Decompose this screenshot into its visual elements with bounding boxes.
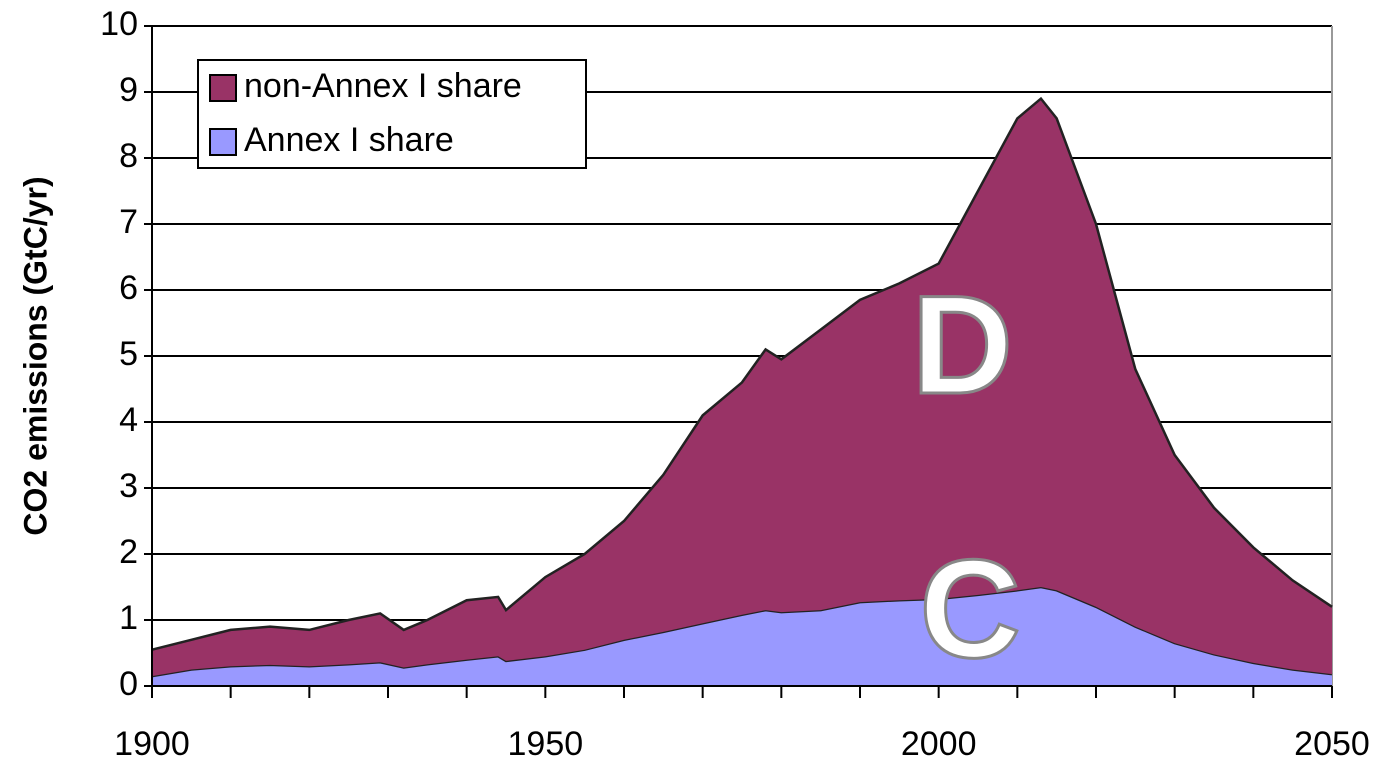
- y-tick-label: 4: [119, 401, 138, 439]
- area: [152, 587, 1332, 686]
- legend-swatch: [209, 128, 237, 156]
- y-tick-label: 9: [119, 71, 138, 109]
- x-tick-label: 1900: [114, 725, 190, 763]
- y-tick-label: 6: [119, 269, 138, 307]
- annotation: C: [920, 530, 1021, 687]
- legend-label: non-Annex I share: [244, 67, 522, 105]
- legend-swatch: [209, 74, 237, 102]
- y-tick-label: 8: [119, 137, 138, 175]
- area: [152, 98, 1332, 677]
- x-tick-label: 2000: [901, 725, 977, 763]
- y-tick-label: 2: [119, 533, 138, 571]
- y-axis-label: CO2 emissions (GtC/yr): [17, 176, 53, 535]
- y-tick-label: 10: [100, 5, 138, 43]
- legend-box: [197, 59, 587, 169]
- area-outline: [151, 96, 1333, 651]
- y-tick-label: 0: [119, 665, 138, 703]
- x-tick-label: 2050: [1294, 725, 1370, 763]
- y-tick-label: 3: [119, 467, 138, 505]
- y-tick-label: 7: [119, 203, 138, 241]
- y-tick-label: 1: [119, 599, 138, 637]
- y-tick-label: 5: [119, 335, 138, 373]
- legend-label: Annex I share: [244, 121, 454, 159]
- annotation: D: [912, 266, 1013, 423]
- x-tick-label: 1950: [508, 725, 584, 763]
